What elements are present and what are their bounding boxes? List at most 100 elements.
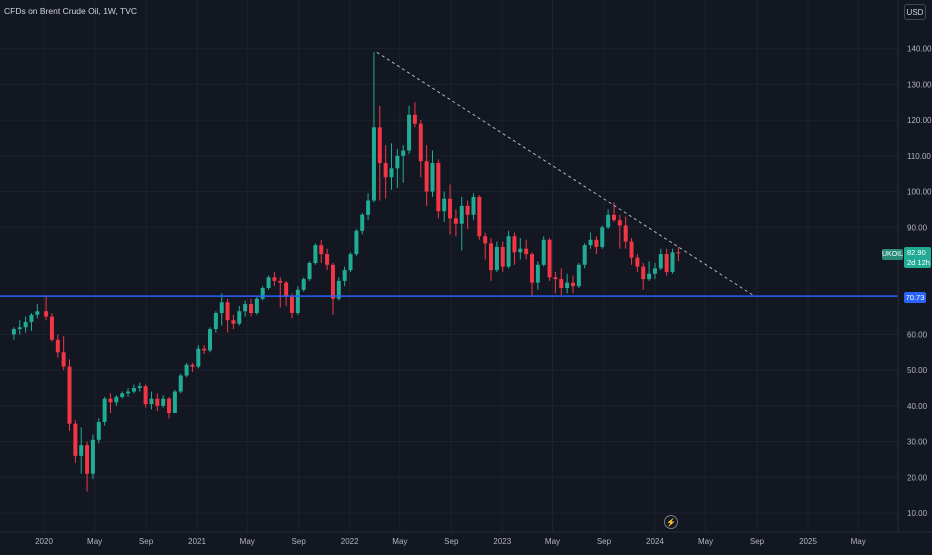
candle-body xyxy=(237,311,242,324)
candle xyxy=(477,195,482,240)
candle xyxy=(371,52,376,203)
bar-countdown: 2d 12h xyxy=(907,258,930,267)
candle xyxy=(260,286,265,301)
price-tick-label: 120.00 xyxy=(907,116,932,125)
candle-body xyxy=(477,196,482,237)
candle xyxy=(570,275,575,294)
candle-body xyxy=(301,279,306,290)
candle xyxy=(424,145,429,206)
time-scale[interactable]: 2020 May Sep 2021 May Sep 2022 May Sep 2023 May Sep… xyxy=(0,531,932,546)
candle-body xyxy=(85,445,90,474)
candle xyxy=(278,277,283,308)
candle-body xyxy=(524,248,529,255)
time-tick-label: 2022 xyxy=(341,537,359,546)
candle xyxy=(184,363,189,378)
candle-body xyxy=(196,348,201,367)
candle-body xyxy=(395,155,400,169)
candle-body xyxy=(131,388,136,392)
candle xyxy=(342,266,347,287)
candle-body xyxy=(635,257,640,267)
last-price-label: 82.90 2d 12h xyxy=(904,247,931,268)
time-tick-label: Sep xyxy=(444,537,459,546)
candle xyxy=(600,225,605,249)
candle-body xyxy=(354,230,359,255)
lightning-icon[interactable]: ⚡ xyxy=(664,515,678,529)
candle-body xyxy=(430,163,435,192)
candle-body xyxy=(606,214,611,228)
candle-body xyxy=(652,268,657,274)
candle xyxy=(518,238,523,260)
price-tick-label: 130.00 xyxy=(907,80,932,89)
candle xyxy=(448,184,453,235)
candle-body xyxy=(535,264,540,283)
candle-body xyxy=(489,243,494,271)
candle xyxy=(17,320,22,335)
price-scale[interactable]: 140.00 130.00 120.00 110.00 100.00 90.00 60.00… xyxy=(897,0,932,532)
trendline[interactable] xyxy=(376,51,755,297)
candle-body xyxy=(623,225,628,242)
candle xyxy=(108,393,113,414)
candle xyxy=(471,193,476,221)
candle-body xyxy=(547,239,552,278)
symbol-title: CFDs on Brent Crude Oil, 1W, TVC xyxy=(4,6,138,16)
candle xyxy=(576,263,581,289)
candle xyxy=(582,243,587,269)
candle xyxy=(506,230,511,269)
candle xyxy=(641,263,646,290)
candle-body xyxy=(284,282,289,297)
candle-body xyxy=(167,398,172,414)
ticker-label: UKOIL xyxy=(882,249,904,260)
candle-body xyxy=(342,270,347,281)
price-tick-label: 140.00 xyxy=(907,45,932,54)
candle xyxy=(629,238,634,265)
price-tick-label: 50.00 xyxy=(907,366,928,375)
candle xyxy=(143,384,148,408)
candle xyxy=(120,391,125,399)
candle-body xyxy=(325,254,330,265)
candle xyxy=(11,327,16,340)
time-tick-label: May xyxy=(392,537,407,546)
time-tick-label: Sep xyxy=(139,537,154,546)
candle xyxy=(102,396,107,426)
candle-body xyxy=(588,239,593,246)
candle-body xyxy=(248,304,253,314)
candle xyxy=(652,263,657,280)
candle xyxy=(284,280,289,306)
candle-body xyxy=(190,364,195,367)
candle-body xyxy=(366,200,371,215)
drawings[interactable] xyxy=(0,51,898,297)
candle xyxy=(272,271,277,287)
candle-body xyxy=(114,396,119,403)
time-tick-label: Sep xyxy=(750,537,765,546)
candle xyxy=(178,373,183,394)
time-tick-label: May xyxy=(545,537,560,546)
candle xyxy=(383,145,388,199)
price-tick-label: 40.00 xyxy=(907,402,928,411)
candle-body xyxy=(272,277,277,281)
candle xyxy=(295,286,300,315)
candle-body xyxy=(647,273,652,280)
candle-body xyxy=(313,245,318,264)
candle xyxy=(453,209,458,237)
candle xyxy=(196,345,201,369)
candle-body xyxy=(407,114,412,151)
candle xyxy=(61,336,66,371)
candle-body xyxy=(102,398,107,422)
candle xyxy=(465,200,470,230)
candle xyxy=(500,241,505,272)
price-tick-label: 10.00 xyxy=(907,509,928,518)
price-tick-label: 30.00 xyxy=(907,438,928,447)
candle xyxy=(254,296,259,315)
currency-button[interactable]: USD xyxy=(904,4,926,20)
candle-body xyxy=(243,304,248,312)
time-tick-label: 2023 xyxy=(493,537,511,546)
candle-body xyxy=(465,205,470,215)
candle-body xyxy=(336,280,341,299)
candle-body xyxy=(266,277,271,289)
price-tick-label: 100.00 xyxy=(907,188,932,197)
candle-body xyxy=(582,245,587,265)
candle xyxy=(588,232,593,249)
candle xyxy=(79,427,84,474)
